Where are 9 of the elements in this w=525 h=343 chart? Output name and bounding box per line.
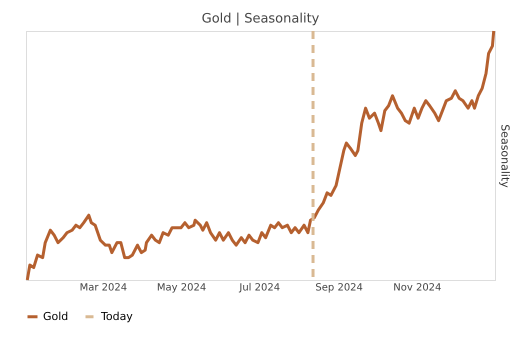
x-tick-label: Nov 2024 — [393, 282, 442, 294]
y-axis-title: Seasonality — [498, 124, 512, 188]
x-tick-label: Mar 2024 — [80, 282, 128, 294]
chart-title: Gold | Seasonality — [202, 12, 320, 26]
legend-label: Gold — [43, 310, 68, 323]
legend-label: Today — [100, 310, 134, 323]
x-tick-label: May 2024 — [156, 282, 206, 294]
x-tick-label: Jul 2024 — [238, 282, 280, 294]
x-tick-label: Sep 2024 — [315, 282, 363, 294]
